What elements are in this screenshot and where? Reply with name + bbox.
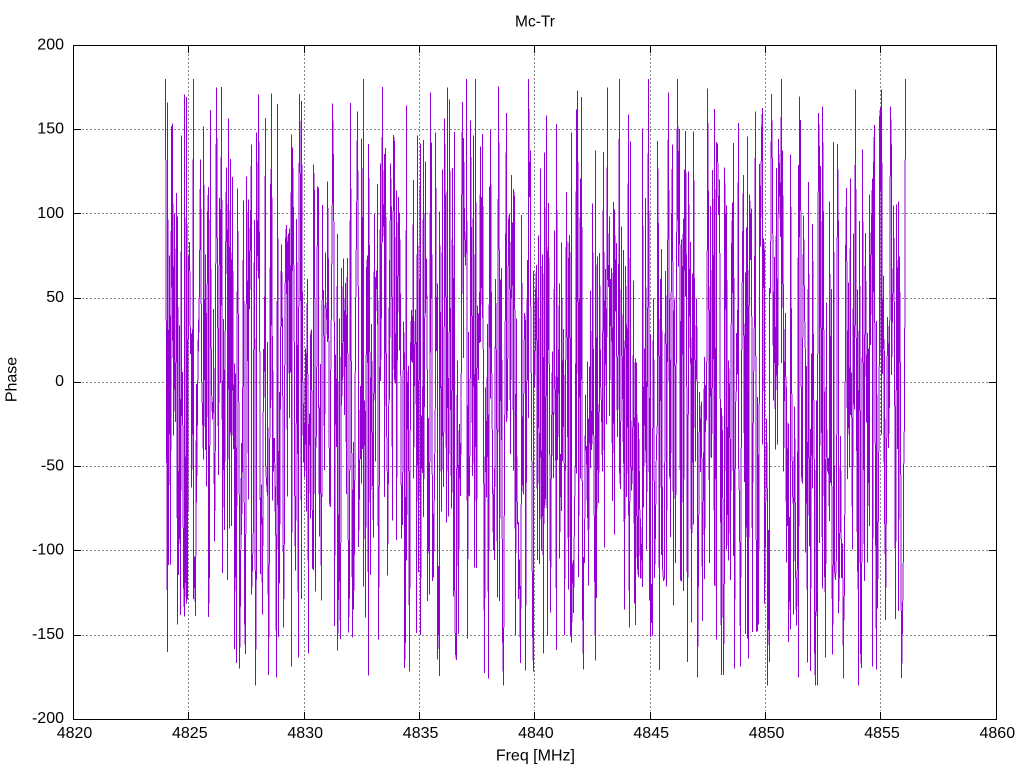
svg-text:100: 100 bbox=[37, 205, 64, 222]
svg-text:4825: 4825 bbox=[172, 725, 208, 742]
svg-text:4855: 4855 bbox=[864, 725, 900, 742]
svg-text:4845: 4845 bbox=[633, 725, 669, 742]
svg-text:4835: 4835 bbox=[403, 725, 439, 742]
svg-text:-50: -50 bbox=[41, 458, 64, 475]
svg-text:4830: 4830 bbox=[287, 725, 323, 742]
svg-text:150: 150 bbox=[37, 121, 64, 138]
svg-text:0: 0 bbox=[55, 373, 64, 390]
svg-text:200: 200 bbox=[37, 36, 64, 53]
svg-text:-200: -200 bbox=[32, 710, 64, 727]
svg-text:4840: 4840 bbox=[518, 725, 554, 742]
svg-text:4850: 4850 bbox=[749, 725, 785, 742]
svg-text:-100: -100 bbox=[32, 542, 64, 559]
svg-text:Freq [MHz]: Freq [MHz] bbox=[496, 748, 575, 765]
svg-text:Phase: Phase bbox=[4, 357, 21, 402]
svg-text:Mc-Tr: Mc-Tr bbox=[515, 14, 555, 31]
svg-text:4820: 4820 bbox=[57, 725, 93, 742]
svg-text:-150: -150 bbox=[32, 626, 64, 643]
svg-text:4860: 4860 bbox=[980, 725, 1016, 742]
svg-text:50: 50 bbox=[46, 289, 64, 306]
